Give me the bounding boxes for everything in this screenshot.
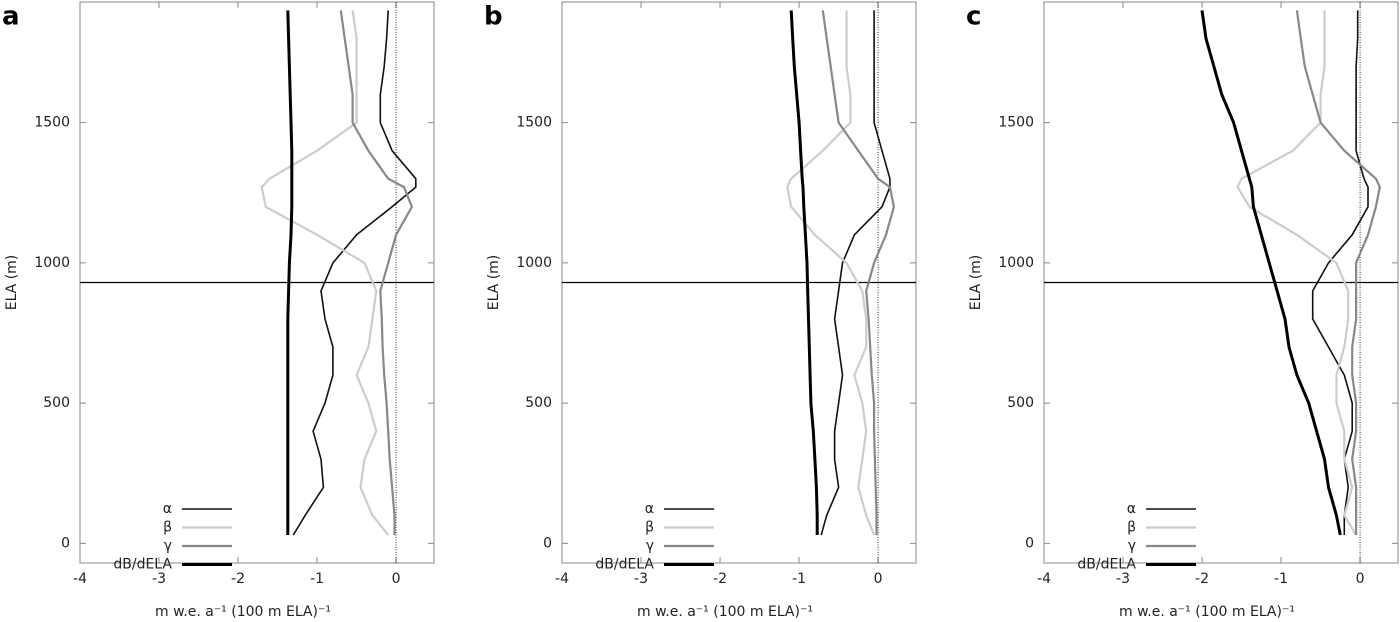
panel-label: a — [2, 2, 20, 32]
series-line — [286, 10, 294, 535]
y-tick-label: 0 — [543, 535, 552, 551]
x-tick-label: -1 — [310, 571, 324, 587]
legend-label: dB/dELA — [595, 557, 654, 573]
x-tick-label: -3 — [1116, 571, 1130, 587]
series-line — [786, 10, 876, 536]
legend-label: β — [163, 520, 172, 536]
x-tick-label: -2 — [231, 571, 245, 587]
series-line — [1236, 10, 1358, 536]
y-axis-label: ELA (m) — [968, 255, 984, 311]
y-tick-label: 1000 — [34, 255, 70, 271]
x-tick-label: -3 — [152, 571, 166, 587]
y-tick-label: 1500 — [34, 115, 70, 131]
y-tick-label: 500 — [1007, 395, 1034, 411]
x-tick-label: 0 — [1356, 571, 1365, 587]
panel: a -4 -3 -2 -1 0 0 500 1000 1500 m w.e. a⁻¹ (100 m … — [2, 1, 435, 620]
panel: b -4 -3 -2 -1 0 0 500 1000 1500 m w.e. a⁻¹ (100 m … — [484, 1, 917, 620]
y-axis-label: ELA (m) — [486, 255, 502, 311]
x-tick-label: -4 — [1037, 571, 1051, 587]
y-tick-label: 1000 — [998, 255, 1034, 271]
x-tick-label: -4 — [555, 571, 569, 587]
legend-label: dB/dELA — [113, 557, 172, 573]
legend-label: dB/dELA — [1077, 557, 1136, 573]
x-axis-label: m w.e. a⁻¹ (100 m ELA)⁻¹ — [155, 604, 331, 620]
x-tick-label: 0 — [874, 571, 883, 587]
series-line — [820, 10, 891, 536]
panel-label: c — [966, 2, 981, 32]
series-line — [260, 10, 390, 536]
y-axis-label: ELA (m) — [4, 255, 20, 311]
y-tick-label: 1500 — [516, 115, 552, 131]
y-tick-label: 500 — [525, 395, 552, 411]
legend-label: α — [1127, 501, 1136, 517]
x-axis-label: m w.e. a⁻¹ (100 m ELA)⁻¹ — [637, 604, 813, 620]
legend-label: γ — [164, 538, 172, 554]
legend-label: γ — [1128, 538, 1136, 554]
series-line — [821, 10, 895, 535]
y-tick-label: 1500 — [998, 115, 1034, 131]
legend-label: β — [1127, 520, 1136, 536]
legend-label: β — [645, 520, 654, 536]
series-line — [789, 10, 819, 535]
x-axis-label: m w.e. a⁻¹ (100 m ELA)⁻¹ — [1119, 604, 1295, 620]
x-tick-label: -2 — [1195, 571, 1209, 587]
y-tick-label: 0 — [1025, 535, 1034, 551]
y-tick-label: 1000 — [516, 255, 552, 271]
legend-label: α — [163, 501, 172, 517]
y-tick-label: 0 — [61, 535, 70, 551]
panel-label: b — [484, 2, 503, 32]
series-line — [292, 10, 417, 536]
x-tick-label: -1 — [792, 571, 806, 587]
series-line — [1200, 10, 1342, 536]
series-line — [1295, 10, 1381, 535]
x-tick-label: -1 — [1274, 571, 1288, 587]
legend-label: α — [645, 501, 654, 517]
series-line — [339, 10, 413, 535]
y-tick-label: 500 — [43, 395, 70, 411]
legend-label: γ — [646, 538, 654, 554]
x-tick-label: 0 — [392, 571, 401, 587]
panel: c -4 -3 -2 -1 0 0 500 1000 1500 m w.e. a⁻¹ (100 m … — [966, 1, 1399, 620]
x-tick-label: -2 — [713, 571, 727, 587]
x-tick-label: -3 — [634, 571, 648, 587]
x-tick-label: -4 — [73, 571, 87, 587]
series-line — [1311, 10, 1369, 535]
